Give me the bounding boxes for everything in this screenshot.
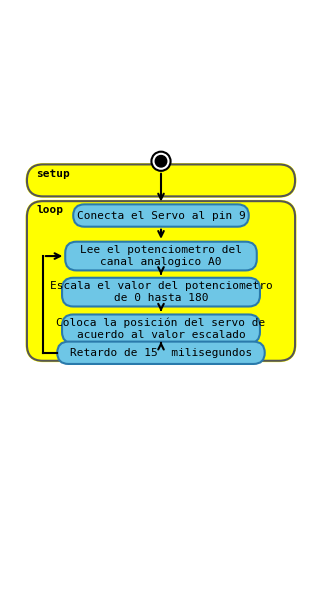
FancyBboxPatch shape bbox=[65, 242, 257, 270]
FancyBboxPatch shape bbox=[57, 341, 265, 364]
FancyBboxPatch shape bbox=[62, 278, 260, 306]
Text: Escala el valor del potenciometro
de 0 hasta 180: Escala el valor del potenciometro de 0 h… bbox=[50, 281, 272, 303]
Text: setup: setup bbox=[36, 169, 70, 178]
Text: Coloca la posición del servo de
acuerdo al valor escalado: Coloca la posición del servo de acuerdo … bbox=[56, 318, 266, 340]
FancyBboxPatch shape bbox=[27, 201, 295, 361]
Text: Lee el potenciometro del
canal analogico A0: Lee el potenciometro del canal analogico… bbox=[80, 245, 242, 267]
FancyBboxPatch shape bbox=[62, 314, 260, 343]
Circle shape bbox=[151, 151, 171, 171]
Text: Conecta el Servo al pin 9: Conecta el Servo al pin 9 bbox=[77, 210, 245, 221]
FancyBboxPatch shape bbox=[27, 164, 295, 196]
FancyBboxPatch shape bbox=[73, 204, 249, 227]
Text: Retardo de 15  milisegundos: Retardo de 15 milisegundos bbox=[70, 348, 252, 358]
Text: loop: loop bbox=[36, 205, 63, 215]
Circle shape bbox=[155, 156, 167, 167]
